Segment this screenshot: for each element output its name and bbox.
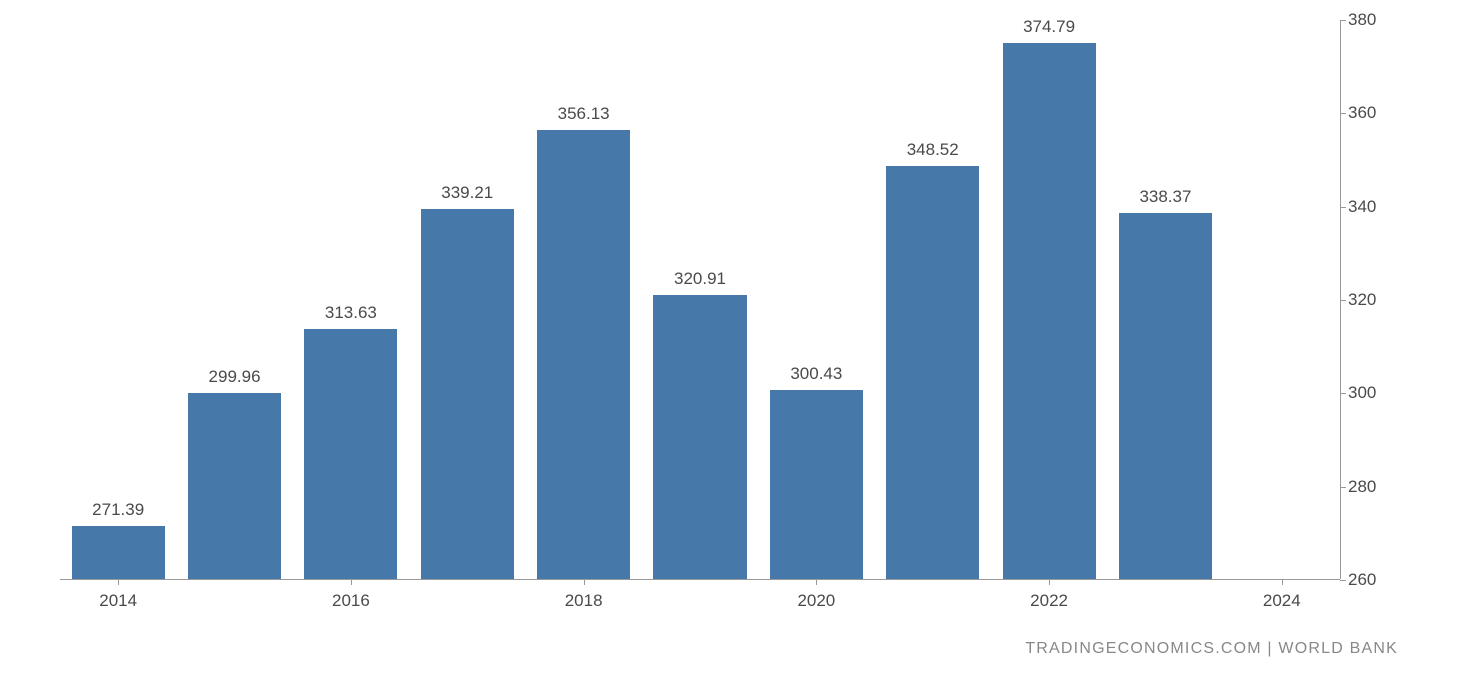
bar-value-label: 339.21 bbox=[441, 183, 493, 203]
bar-value-label: 356.13 bbox=[558, 104, 610, 124]
x-tick-label: 2022 bbox=[1030, 591, 1068, 611]
bar: 300.43 bbox=[770, 390, 863, 579]
plot-area: 2602803003203403603802014201620182020202… bbox=[60, 20, 1340, 580]
x-tick-mark bbox=[351, 579, 352, 585]
bar-value-label: 338.37 bbox=[1139, 187, 1191, 207]
bar: 313.63 bbox=[304, 329, 397, 579]
bar-value-label: 299.96 bbox=[209, 367, 261, 387]
bar: 339.21 bbox=[421, 209, 514, 579]
y-tick-label: 360 bbox=[1348, 103, 1388, 123]
y-tick-label: 320 bbox=[1348, 290, 1388, 310]
bar-value-label: 374.79 bbox=[1023, 17, 1075, 37]
y-tick-mark bbox=[1340, 113, 1346, 114]
bar: 338.37 bbox=[1119, 213, 1212, 579]
bar: 299.96 bbox=[188, 393, 281, 579]
y-tick-label: 280 bbox=[1348, 477, 1388, 497]
bar: 356.13 bbox=[537, 130, 630, 579]
y-tick-label: 300 bbox=[1348, 383, 1388, 403]
bar-value-label: 271.39 bbox=[92, 500, 144, 520]
x-tick-mark bbox=[584, 579, 585, 585]
bar: 348.52 bbox=[886, 166, 979, 579]
y-tick-label: 380 bbox=[1348, 10, 1388, 30]
y-tick-mark bbox=[1340, 300, 1346, 301]
y-tick-label: 260 bbox=[1348, 570, 1388, 590]
x-tick-mark bbox=[118, 579, 119, 585]
bar-value-label: 313.63 bbox=[325, 303, 377, 323]
bar-value-label: 300.43 bbox=[790, 364, 842, 384]
y-tick-mark bbox=[1340, 580, 1346, 581]
x-tick-label: 2018 bbox=[565, 591, 603, 611]
y-tick-mark bbox=[1340, 20, 1346, 21]
y-tick-mark bbox=[1340, 207, 1346, 208]
x-tick-mark bbox=[1282, 579, 1283, 585]
y-tick-mark bbox=[1340, 393, 1346, 394]
bar-value-label: 348.52 bbox=[907, 140, 959, 160]
y-tick-mark bbox=[1340, 487, 1346, 488]
bar: 271.39 bbox=[72, 526, 165, 579]
x-tick-label: 2016 bbox=[332, 591, 370, 611]
x-tick-mark bbox=[816, 579, 817, 585]
chart-source: TRADINGECONOMICS.COM | WORLD BANK bbox=[1025, 640, 1398, 658]
bar-value-label: 320.91 bbox=[674, 269, 726, 289]
bar: 320.91 bbox=[653, 295, 746, 579]
x-tick-label: 2020 bbox=[797, 591, 835, 611]
x-tick-label: 2024 bbox=[1263, 591, 1301, 611]
bar-chart: 2602803003203403603802014201620182020202… bbox=[60, 20, 1340, 580]
x-tick-mark bbox=[1049, 579, 1050, 585]
bar: 374.79 bbox=[1003, 43, 1096, 579]
x-tick-label: 2014 bbox=[99, 591, 137, 611]
y-tick-label: 340 bbox=[1348, 197, 1388, 217]
